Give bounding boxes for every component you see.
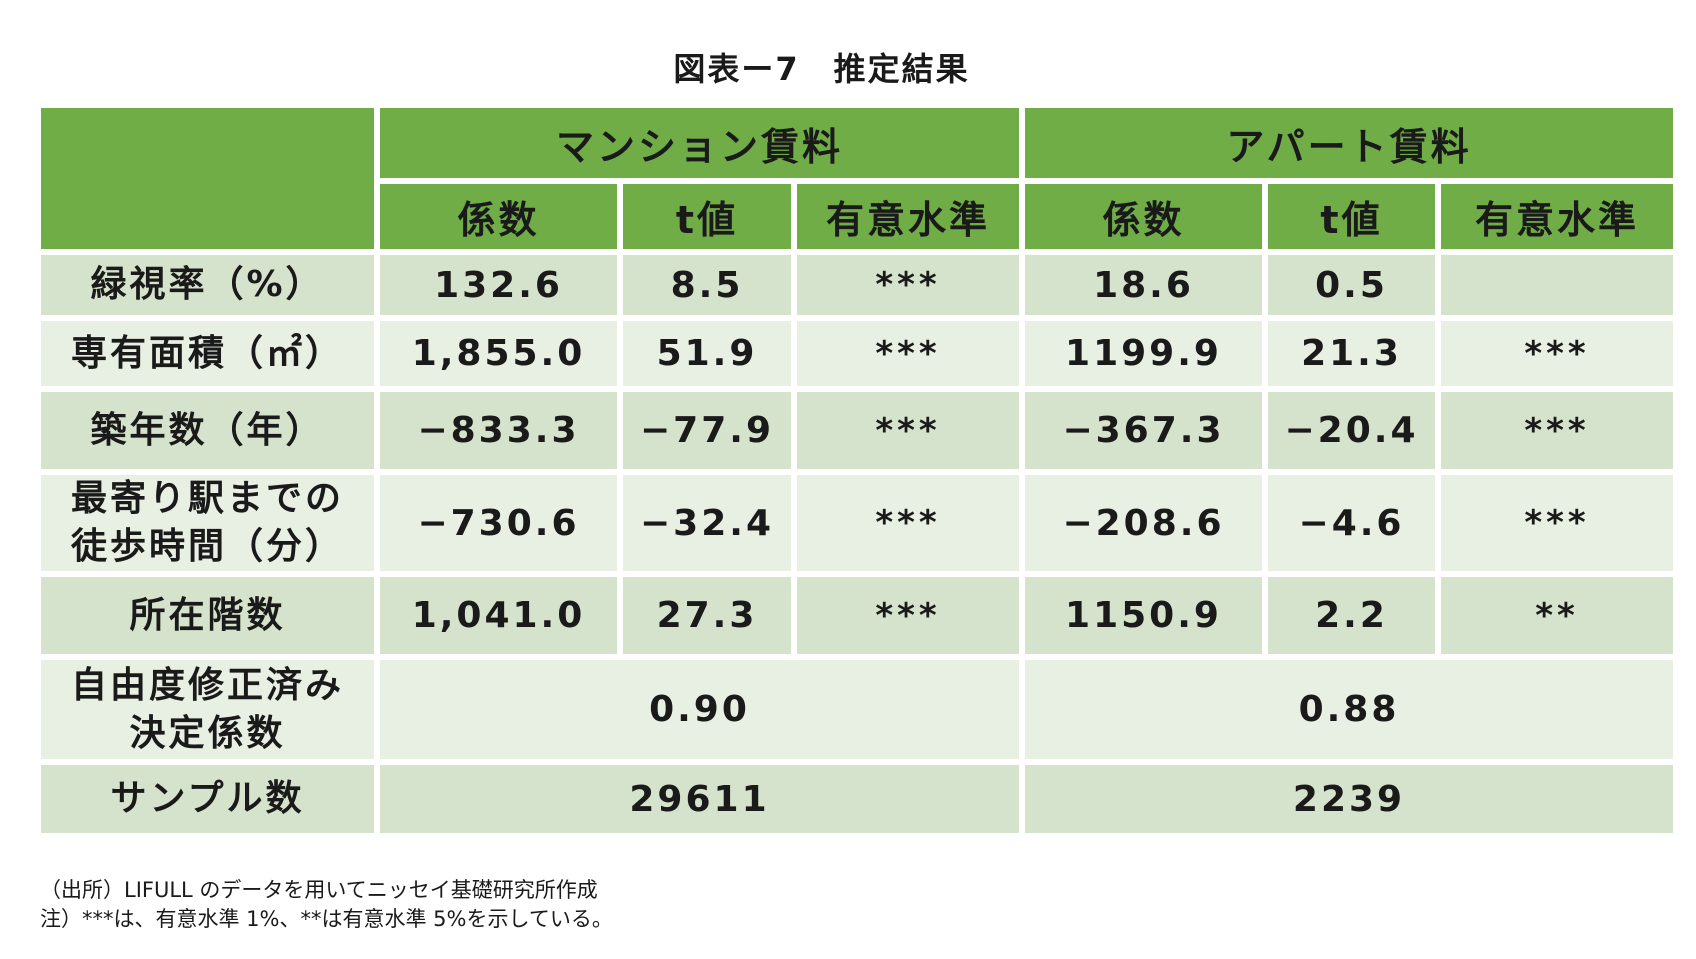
- table-row: サンプル数 29611 2239: [41, 765, 1673, 833]
- header-corner-cell: [41, 108, 374, 249]
- row-label-line: 最寄り駅までの: [70, 478, 344, 519]
- mansion-t-value: 8.5: [623, 255, 791, 315]
- mansion-t-value: 51.9: [623, 321, 791, 386]
- estimation-results-table: マンション賃料 アパート賃料 係数 t値 有意水準 係数 t値 有意水準 緑視率…: [35, 102, 1679, 839]
- header-group-mansion: マンション賃料: [380, 108, 1019, 178]
- row-label-line: 徒歩時間（分）: [70, 526, 344, 567]
- row-label: 所在階数: [41, 577, 374, 654]
- header-apart-coef: 係数: [1025, 184, 1262, 249]
- row-label: サンプル数: [41, 765, 374, 833]
- header-group-apart: アパート賃料: [1025, 108, 1673, 178]
- mansion-t-value: 27.3: [623, 577, 791, 654]
- table-row: 緑視率（%） 132.6 8.5 *** 18.6 0.5: [41, 255, 1673, 315]
- row-label-line: 決定係数: [129, 712, 286, 754]
- table-row: 専有面積（㎡） 1,855.0 51.9 *** 1199.9 21.3 ***: [41, 321, 1673, 386]
- apart-t-value: 2.2: [1268, 577, 1435, 654]
- mansion-significance: ***: [797, 321, 1019, 386]
- mansion-coef-value: −730.6: [380, 475, 617, 571]
- row-label-line: 自由度修正済み: [70, 664, 344, 706]
- table-row: 築年数（年） −833.3 −77.9 *** −367.3 −20.4 ***: [41, 392, 1673, 469]
- figure-title: 図表ー7 推定結果: [673, 50, 970, 88]
- apart-t-value: 21.3: [1268, 321, 1435, 386]
- apart-significance: ***: [1441, 392, 1673, 469]
- apart-t-value: −4.6: [1268, 475, 1435, 571]
- row-label: 自由度修正済み 決定係数: [41, 660, 374, 759]
- apart-significance: ***: [1441, 475, 1673, 571]
- header-mansion-t: t値: [623, 184, 791, 249]
- apart-significance: ***: [1441, 321, 1673, 386]
- mansion-significance: ***: [797, 255, 1019, 315]
- row-label: 最寄り駅までの 徒歩時間（分）: [41, 475, 374, 571]
- row-label: 築年数（年）: [41, 392, 374, 469]
- header-apart-sig: 有意水準: [1441, 184, 1673, 249]
- apart-significance: [1441, 255, 1673, 315]
- mansion-coef-value: 132.6: [380, 255, 617, 315]
- row-label: 専有面積（㎡）: [41, 321, 374, 386]
- mansion-adjusted-r2: 0.90: [380, 660, 1019, 759]
- mansion-t-value: −77.9: [623, 392, 791, 469]
- apart-t-value: 0.5: [1268, 255, 1435, 315]
- table-row: 所在階数 1,041.0 27.3 *** 1150.9 2.2 **: [41, 577, 1673, 654]
- footnotes: （出所）LIFULL のデータを用いてニッセイ基礎研究所作成 注）***は、有意…: [40, 876, 613, 934]
- apart-sample-count: 2239: [1025, 765, 1673, 833]
- mansion-sample-count: 29611: [380, 765, 1019, 833]
- apart-coef-value: 1199.9: [1025, 321, 1262, 386]
- mansion-significance: ***: [797, 475, 1019, 571]
- mansion-t-value: −32.4: [623, 475, 791, 571]
- apart-coef-value: 18.6: [1025, 255, 1262, 315]
- apart-significance: **: [1441, 577, 1673, 654]
- mansion-significance: ***: [797, 392, 1019, 469]
- header-apart-t: t値: [1268, 184, 1435, 249]
- apart-adjusted-r2: 0.88: [1025, 660, 1673, 759]
- mansion-significance: ***: [797, 577, 1019, 654]
- significance-note: 注）***は、有意水準 1%、**は有意水準 5%を示している。: [40, 907, 613, 931]
- header-mansion-sig: 有意水準: [797, 184, 1019, 249]
- mansion-coef-value: 1,041.0: [380, 577, 617, 654]
- mansion-coef-value: 1,855.0: [380, 321, 617, 386]
- apart-coef-value: −367.3: [1025, 392, 1262, 469]
- table-row: 最寄り駅までの 徒歩時間（分） −730.6 −32.4 *** −208.6 …: [41, 475, 1673, 571]
- source-note: （出所）LIFULL のデータを用いてニッセイ基礎研究所作成: [40, 878, 598, 902]
- table-row: 自由度修正済み 決定係数 0.90 0.88: [41, 660, 1673, 759]
- header-mansion-coef: 係数: [380, 184, 617, 249]
- apart-coef-value: 1150.9: [1025, 577, 1262, 654]
- apart-t-value: −20.4: [1268, 392, 1435, 469]
- apart-coef-value: −208.6: [1025, 475, 1262, 571]
- row-label: 緑視率（%）: [41, 255, 374, 315]
- mansion-coef-value: −833.3: [380, 392, 617, 469]
